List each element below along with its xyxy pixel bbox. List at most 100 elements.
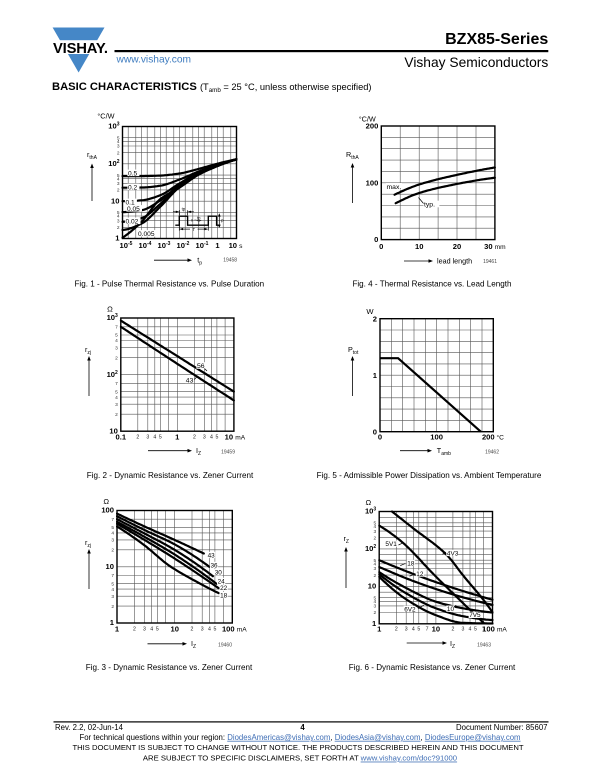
svg-text:19463: 19463 — [477, 643, 491, 649]
svg-text:10: 10 — [447, 606, 455, 613]
svg-text:3: 3 — [461, 627, 464, 633]
svg-text:10: 10 — [368, 582, 376, 591]
svg-text:0: 0 — [374, 235, 378, 244]
svg-text:5: 5 — [115, 333, 118, 339]
svg-text:103: 103 — [108, 122, 119, 131]
svg-text:IZ: IZ — [450, 639, 455, 650]
svg-text:4: 4 — [111, 587, 114, 593]
svg-text:4: 4 — [210, 435, 213, 441]
svg-text:www.vishay.com: www.vishay.com — [116, 55, 192, 66]
svg-text:Ω: Ω — [366, 498, 372, 507]
svg-text:lead length: lead length — [437, 257, 472, 266]
svg-text:10: 10 — [415, 242, 423, 251]
svg-text:BZX85-Series: BZX85-Series — [445, 31, 548, 48]
svg-text:2: 2 — [395, 627, 398, 633]
svg-text:10: 10 — [111, 196, 119, 205]
svg-text:10: 10 — [170, 625, 178, 634]
svg-text:3: 3 — [117, 218, 120, 224]
svg-text:10-4: 10-4 — [139, 241, 152, 250]
svg-text:BASIC CHARACTERISTICS (Tamb =: BASIC CHARACTERISTICS (Tamb = 25 °C, unl… — [52, 81, 372, 94]
svg-text:6V2: 6V2 — [404, 606, 416, 613]
svg-text:19462: 19462 — [485, 450, 499, 456]
svg-text:200: 200 — [482, 433, 495, 442]
svg-text:VISHAY.: VISHAY. — [53, 41, 108, 57]
svg-text:7: 7 — [482, 627, 485, 633]
svg-text:1: 1 — [175, 433, 180, 442]
svg-text:4: 4 — [153, 435, 156, 441]
svg-text:100: 100 — [430, 433, 443, 442]
svg-text:200: 200 — [366, 122, 379, 131]
svg-text:2: 2 — [111, 604, 114, 610]
svg-text:103: 103 — [365, 507, 376, 516]
svg-text:2: 2 — [133, 627, 136, 633]
svg-text:5: 5 — [417, 627, 420, 633]
svg-text:For technical questions within: For technical questions within your regi… — [79, 733, 520, 742]
svg-text:4V3: 4V3 — [447, 550, 459, 557]
svg-text:Ω: Ω — [103, 497, 109, 506]
svg-text:5: 5 — [215, 435, 218, 441]
svg-text:Fig. 1 - Pulse Thermal Resista: Fig. 1 - Pulse Thermal Resistance vs. Pu… — [74, 280, 264, 289]
svg-text:4: 4 — [117, 214, 120, 220]
svg-text:4: 4 — [150, 627, 153, 633]
svg-text:0: 0 — [373, 427, 377, 436]
svg-text:0.1: 0.1 — [116, 433, 127, 442]
svg-text:2: 2 — [373, 314, 377, 323]
svg-text:Vishay Semiconductors: Vishay Semiconductors — [404, 55, 548, 70]
svg-text:Fig. 5 - Admissible Power Diss: Fig. 5 - Admissible Power Dissipation vs… — [317, 471, 542, 480]
svg-text:56: 56 — [197, 363, 205, 370]
svg-text:P: P — [221, 218, 224, 223]
svg-text:rthA: rthA — [87, 150, 98, 161]
svg-text:30: 30 — [215, 570, 223, 577]
svg-text:19459: 19459 — [221, 450, 235, 456]
svg-text:T: T — [198, 221, 201, 226]
svg-text:4: 4 — [117, 176, 120, 182]
svg-text:3: 3 — [405, 627, 408, 633]
svg-text:3: 3 — [203, 435, 206, 441]
svg-text:T: T — [192, 227, 195, 232]
svg-text:5: 5 — [115, 389, 118, 395]
svg-text:3: 3 — [374, 566, 377, 572]
svg-text:3: 3 — [374, 529, 377, 535]
svg-text:RthA: RthA — [346, 150, 359, 161]
svg-text:rzj: rzj — [85, 345, 91, 356]
svg-text:3: 3 — [111, 538, 114, 544]
svg-text:max.: max. — [387, 184, 402, 191]
svg-text:5: 5 — [159, 435, 162, 441]
svg-text:rZ: rZ — [344, 534, 349, 545]
svg-text:1: 1 — [110, 618, 115, 627]
svg-text:typ.: typ. — [424, 202, 435, 209]
svg-text:tp: tp — [182, 207, 186, 212]
svg-text:5: 5 — [111, 581, 114, 587]
svg-text:4: 4 — [208, 627, 211, 633]
svg-text:0: 0 — [378, 433, 382, 442]
svg-text:THIS DOCUMENT IS SUBJECT TO CH: THIS DOCUMENT IS SUBJECT TO CHANGE WITHO… — [72, 743, 523, 752]
svg-text:5V1: 5V1 — [385, 541, 397, 548]
svg-text:7: 7 — [115, 381, 118, 387]
svg-text:Document Number: 85607: Document Number: 85607 — [456, 723, 547, 732]
svg-text:0.005: 0.005 — [138, 231, 155, 238]
svg-text:19461: 19461 — [483, 259, 497, 265]
svg-text:100: 100 — [101, 506, 114, 515]
svg-text:4: 4 — [469, 627, 472, 633]
svg-text:5: 5 — [117, 173, 120, 179]
svg-text:10-1: 10-1 — [196, 241, 209, 250]
svg-text:100: 100 — [366, 178, 379, 187]
svg-text:rzj: rzj — [85, 538, 91, 549]
svg-text:12: 12 — [416, 571, 424, 578]
svg-text:2: 2 — [117, 150, 120, 156]
svg-text:1: 1 — [373, 371, 378, 380]
svg-text:3: 3 — [117, 181, 120, 187]
svg-text:20: 20 — [453, 242, 461, 251]
svg-text:4: 4 — [115, 395, 118, 401]
svg-text:4: 4 — [374, 599, 377, 605]
svg-text:4: 4 — [412, 627, 415, 633]
svg-text:Fig. 3 - Dynamic Resistance vs: Fig. 3 - Dynamic Resistance vs. Zener Cu… — [86, 663, 253, 672]
svg-text:tp: tp — [197, 256, 202, 267]
svg-text:43: 43 — [186, 377, 194, 384]
svg-text:2: 2 — [374, 573, 377, 579]
svg-text:102: 102 — [107, 370, 118, 379]
svg-text:3: 3 — [201, 627, 204, 633]
svg-text:10 mA: 10 mA — [225, 433, 246, 442]
svg-text:2: 2 — [374, 535, 377, 541]
svg-text:3: 3 — [143, 627, 146, 633]
